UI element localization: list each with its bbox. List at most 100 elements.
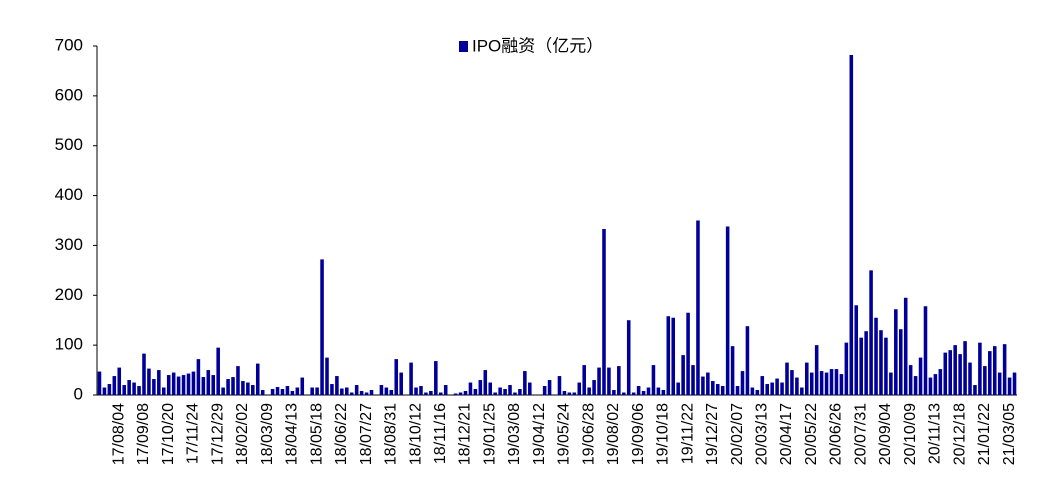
bar (443, 385, 448, 395)
bar (147, 368, 151, 395)
x-tick-label: 18/08/31 (383, 403, 400, 465)
bar (750, 387, 755, 395)
bar (671, 317, 676, 395)
bar (859, 337, 863, 395)
bar (280, 389, 285, 395)
bar (320, 259, 324, 395)
bar (819, 371, 824, 395)
bar (246, 382, 250, 395)
bar (795, 377, 799, 395)
bar (894, 309, 898, 395)
bar (755, 390, 760, 395)
bar (142, 353, 146, 395)
bar (844, 342, 849, 395)
bar (236, 366, 240, 395)
bar (488, 382, 493, 395)
bar (251, 385, 255, 395)
bar (97, 371, 102, 395)
y-tick-label: 0 (74, 384, 83, 403)
x-tick-label: 19/04/12 (531, 403, 548, 465)
bar (621, 392, 626, 395)
y-tick-label: 400 (55, 185, 83, 204)
bar (790, 370, 794, 395)
bar (824, 372, 829, 395)
bar (745, 326, 750, 395)
y-tick-label: 200 (55, 285, 83, 304)
x-tick-label: 19/10/18 (655, 403, 672, 465)
bar (102, 387, 107, 395)
bar (973, 385, 977, 395)
bar (231, 377, 235, 395)
bar (270, 389, 275, 395)
bar (928, 377, 933, 395)
bar (1007, 377, 1012, 395)
bar (132, 382, 136, 395)
x-tick-label: 19/05/24 (556, 403, 573, 465)
bar (760, 376, 765, 395)
x-tick-label: 20/05/22 (803, 403, 820, 465)
x-tick-label: 19/03/08 (506, 403, 523, 465)
x-tick-label: 21/03/05 (1001, 403, 1018, 465)
bar (191, 371, 196, 395)
x-tick-label: 18/04/13 (284, 403, 301, 465)
bar (780, 382, 784, 395)
bar (152, 379, 156, 395)
bar (518, 389, 522, 395)
bar (898, 329, 903, 395)
bar (414, 387, 418, 395)
bar (196, 359, 201, 395)
bar (711, 381, 715, 395)
y-tick-label: 700 (55, 35, 83, 54)
bar (137, 386, 141, 395)
bar (211, 375, 216, 395)
bar (829, 369, 834, 395)
y-tick-label: 500 (55, 135, 83, 154)
bar (988, 351, 992, 395)
bar (122, 385, 126, 395)
bar (814, 345, 819, 395)
bar (364, 392, 369, 395)
bar (127, 380, 131, 395)
y-tick-label: 300 (55, 235, 83, 254)
bar (345, 387, 349, 395)
bar (908, 365, 913, 395)
bar (839, 374, 844, 395)
y-tick-label: 100 (55, 335, 83, 354)
bar (953, 345, 957, 395)
bar (617, 366, 621, 395)
x-tick-label: 20/04/17 (778, 403, 795, 465)
bar (216, 347, 220, 395)
x-tick-label: 20/03/13 (753, 403, 770, 465)
bar (503, 389, 507, 395)
bar (978, 342, 982, 395)
bar (701, 376, 705, 395)
bar (513, 392, 517, 395)
bar (206, 370, 211, 395)
bar (369, 390, 374, 395)
bar (478, 380, 483, 395)
bar (542, 386, 547, 395)
bar (394, 359, 399, 395)
bar (992, 346, 997, 395)
bar (691, 365, 695, 395)
bar (226, 379, 230, 395)
bar (626, 320, 631, 395)
bar (938, 369, 943, 395)
bar (730, 346, 735, 395)
bar (903, 297, 908, 395)
bar (849, 54, 854, 396)
bar (706, 372, 710, 395)
bar (255, 363, 260, 395)
bar (473, 389, 478, 395)
bar (528, 382, 532, 395)
x-tick-label: 19/12/27 (704, 403, 721, 465)
x-tick-label: 20/10/09 (902, 403, 919, 465)
bar (275, 387, 280, 395)
bar (241, 381, 245, 395)
bar (587, 387, 591, 395)
bar (493, 392, 497, 395)
bar (997, 372, 1002, 395)
bar (800, 387, 804, 395)
bar (354, 385, 359, 395)
